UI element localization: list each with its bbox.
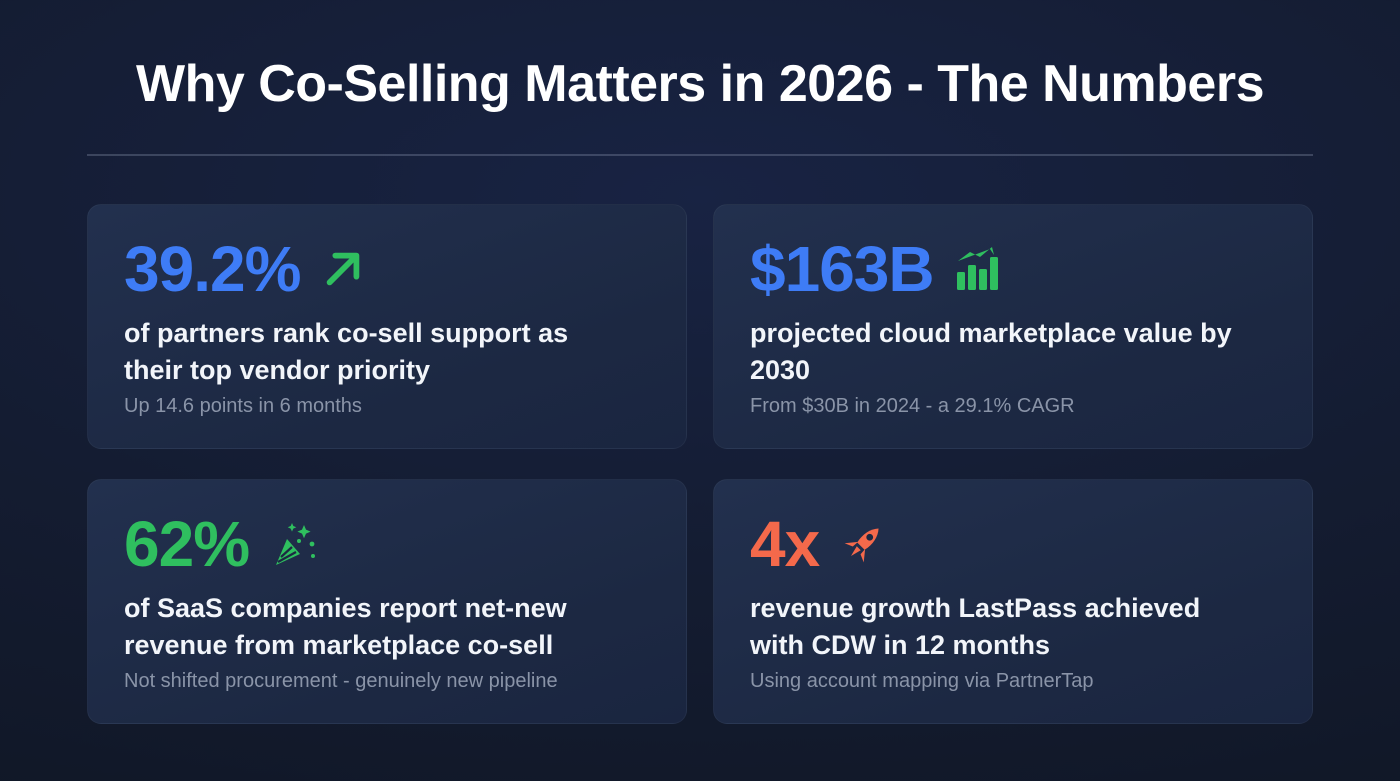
bar-chart-growth-icon bbox=[954, 245, 1002, 293]
infographic-slide: Why Co-Selling Matters in 2026 - The Num… bbox=[0, 54, 1400, 781]
trend-up-arrow-icon bbox=[320, 246, 366, 292]
stat-footnote: Up 14.6 points in 6 months bbox=[124, 395, 362, 417]
stat-value: 39.2% bbox=[124, 233, 301, 305]
stat-footnote: Using account mapping via PartnerTap bbox=[750, 670, 1094, 692]
stat-card-revenue-growth: 4x revenue growth LastPass achieved with… bbox=[713, 479, 1313, 724]
stat-row: 39.2% bbox=[124, 237, 650, 301]
stat-row: 62% bbox=[124, 512, 650, 576]
stat-value: 4x bbox=[750, 508, 820, 580]
stat-row: 4x bbox=[750, 512, 1276, 576]
party-popper-icon bbox=[269, 520, 317, 568]
stat-card-marketplace-value: $163B projected cloud marketplace value … bbox=[713, 204, 1313, 449]
stat-description: of SaaS companies report net-new revenue… bbox=[124, 593, 567, 661]
stat-value: 62% bbox=[124, 508, 250, 580]
stat-description: projected cloud marketplace value by 203… bbox=[750, 318, 1232, 386]
stat-description: revenue growth LastPass achieved with CD… bbox=[750, 593, 1201, 661]
page-title: Why Co-Selling Matters in 2026 - The Num… bbox=[136, 55, 1265, 113]
rocket-icon bbox=[839, 520, 887, 568]
stat-footnote: From $30B in 2024 - a 29.1% CAGR bbox=[750, 395, 1075, 417]
divider bbox=[87, 154, 1313, 156]
stat-footnote: Not shifted procurement - genuinely new … bbox=[124, 670, 558, 692]
stat-description: of partners rank co-sell support as thei… bbox=[124, 318, 569, 386]
stat-card-partner-priority: 39.2% of partners rank co-sell support a… bbox=[87, 204, 687, 449]
stats-grid: 39.2% of partners rank co-sell support a… bbox=[87, 204, 1313, 724]
stat-row: $163B bbox=[750, 237, 1276, 301]
stat-value: $163B bbox=[750, 233, 935, 305]
stat-card-net-new-revenue: 62% of SaaS companies report net-new rev… bbox=[87, 479, 687, 724]
